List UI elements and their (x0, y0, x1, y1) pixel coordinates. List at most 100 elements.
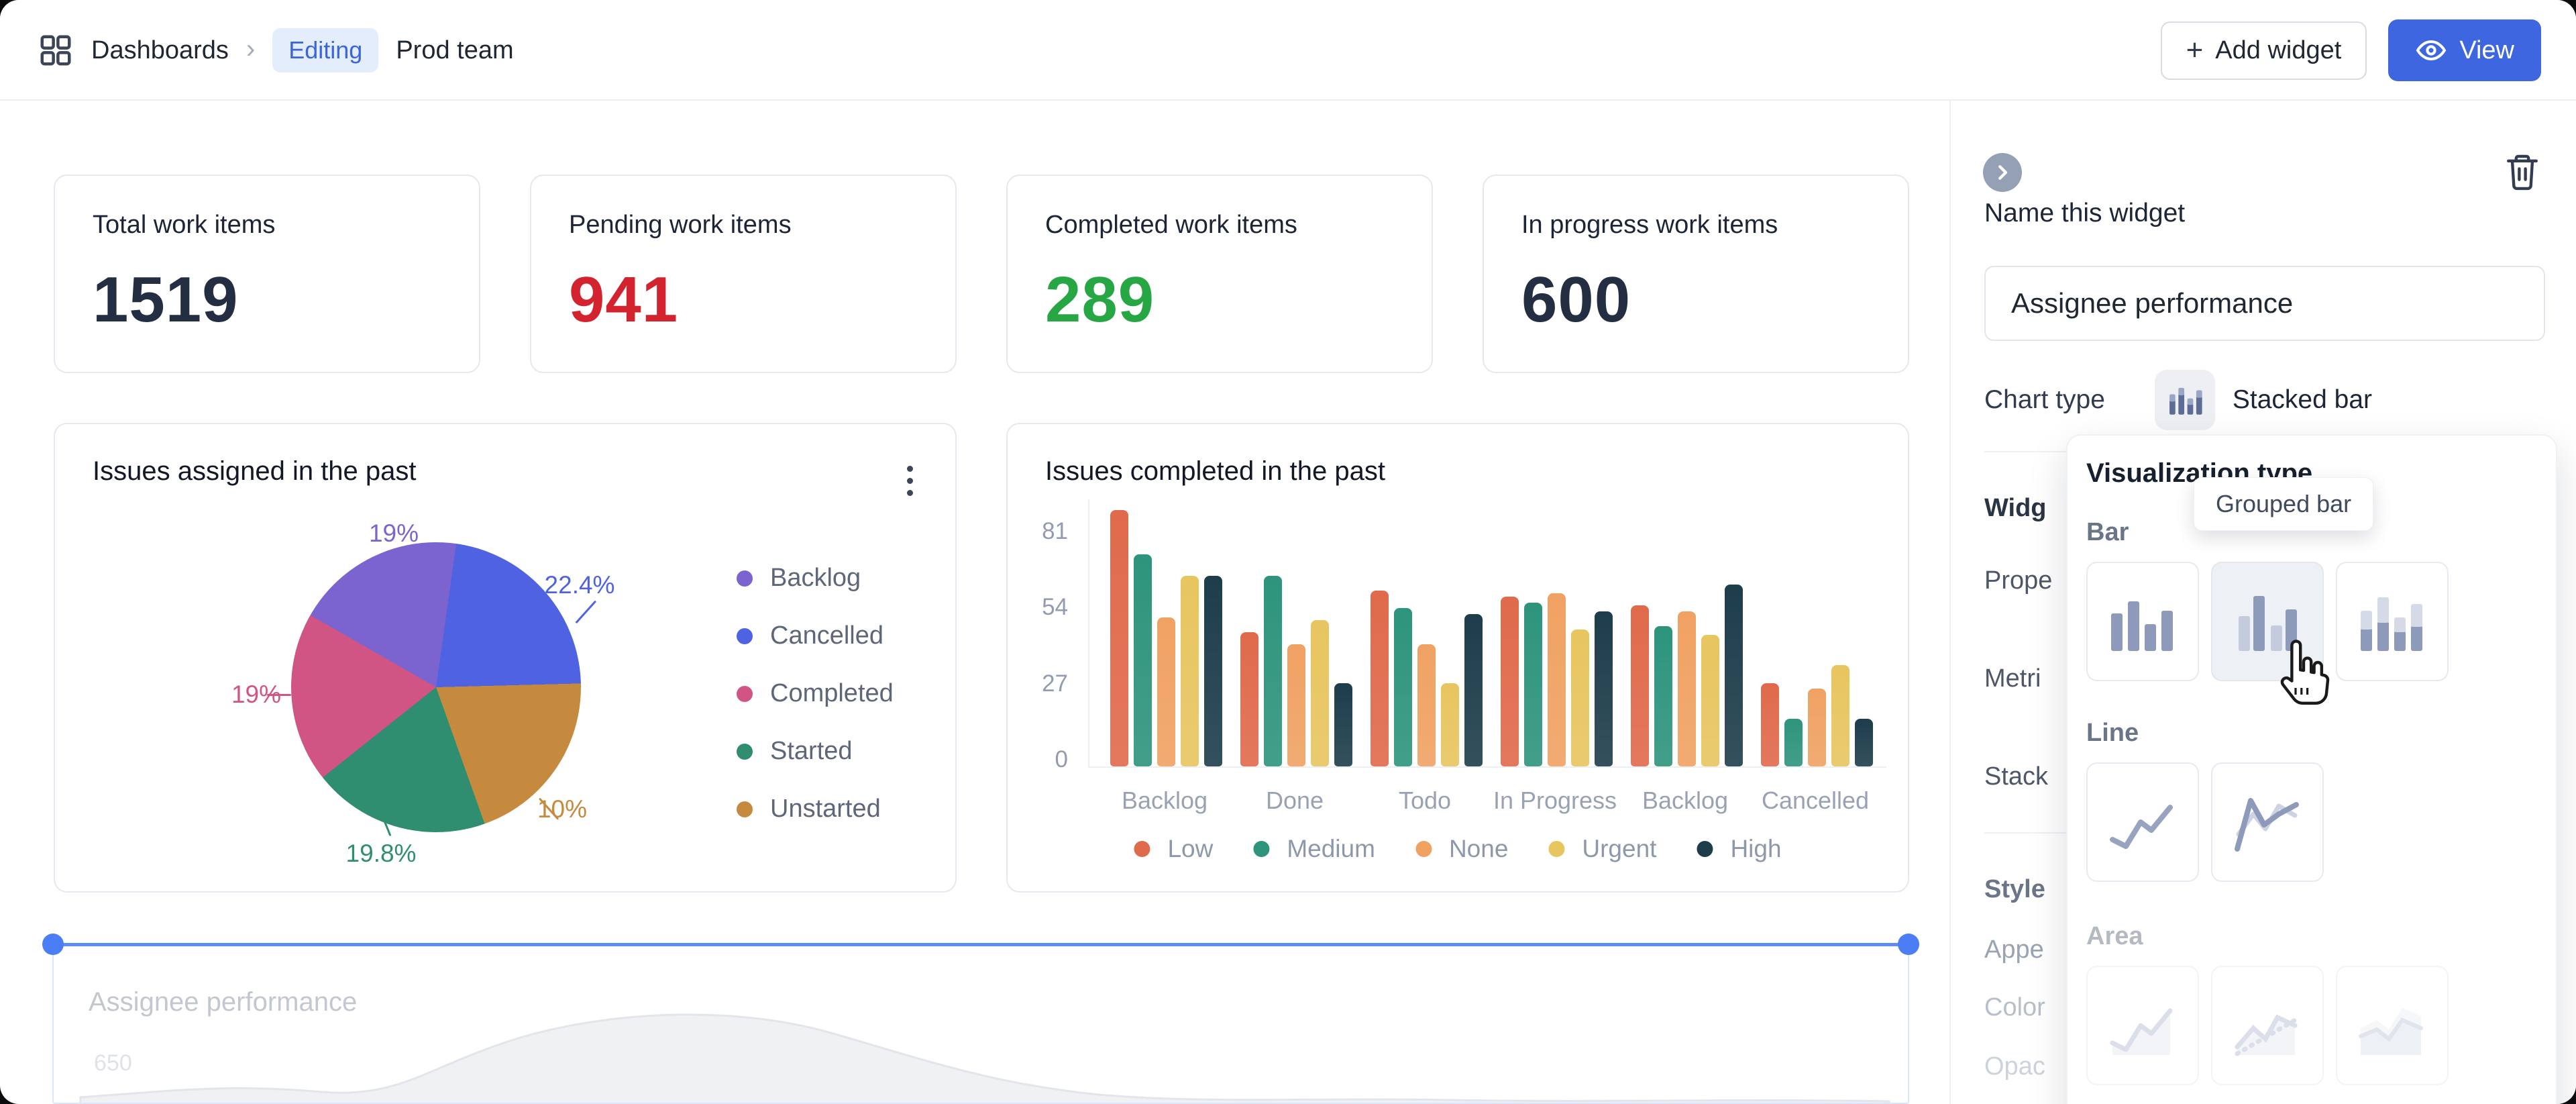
viz-option-multi-line[interactable] (2211, 762, 2324, 882)
collapse-panel-button[interactable] (1983, 153, 2022, 192)
dashboards-grid-icon (38, 32, 74, 68)
bar-none (1547, 593, 1566, 766)
bar-none (1287, 644, 1305, 766)
field-stacked[interactable]: Stack (1984, 762, 2049, 791)
pie-chart-card: Issues assigned in the past 19% 22.4% 19… (54, 423, 957, 893)
bar-low (1760, 683, 1779, 766)
legend-dot (737, 801, 753, 817)
bar-high (1854, 719, 1873, 766)
bar-legend-item-none: None (1415, 835, 1508, 863)
header-actions: + Add widget View (2160, 0, 2541, 101)
viz-option-area-dashed[interactable] (2211, 966, 2324, 1085)
selected-widget[interactable]: Assignee performance 650 (42, 934, 1919, 1104)
chart-type-label: Chart type (1984, 385, 2105, 414)
bar-low (1240, 632, 1258, 766)
more-options-icon[interactable] (894, 459, 926, 502)
stat-card-completed: Completed work items 289 (1006, 174, 1433, 373)
widget-ytick-faded: 650 (94, 1050, 132, 1076)
bar-legend-item-medium: Medium (1253, 835, 1375, 863)
x-category-label: Backlog (1642, 787, 1729, 814)
top-bar: Dashboards › Editing Prod team + Add wid… (0, 0, 2576, 101)
y-tick: 54 (1042, 594, 1068, 620)
section-style: Style (1984, 875, 2045, 903)
bar-chart-title: Issues completed in the past (1045, 456, 1385, 486)
viz-option-stacked-area[interactable] (2336, 966, 2449, 1085)
bar-urgent (1701, 635, 1719, 766)
viz-option-bar[interactable] (2086, 562, 2199, 681)
bar-urgent (1310, 620, 1329, 766)
bar-chart-card: Issues completed in the past 81 54 27 0 … (1006, 423, 1909, 893)
chart-type-value: Stacked bar (2232, 385, 2372, 414)
legend-dot (737, 685, 753, 702)
legend-item-completed: Completed (737, 679, 894, 708)
bar-high (1334, 683, 1352, 766)
field-property[interactable]: Prope (1984, 566, 2053, 595)
viz-option-stacked-bar[interactable] (2336, 562, 2449, 681)
delete-widget-icon[interactable] (2504, 152, 2541, 192)
y-tick: 27 (1042, 670, 1068, 697)
selection-border (52, 943, 1909, 946)
chart-type-select[interactable]: Stacked bar (2154, 370, 2372, 430)
viz-option-line[interactable] (2086, 762, 2199, 882)
legend-dot (1253, 841, 1270, 857)
pie-graphic (291, 542, 581, 832)
stat-value-total: 1519 (93, 264, 239, 336)
stat-value-completed: 289 (1045, 264, 1155, 336)
field-metric[interactable]: Metri (1984, 664, 2041, 693)
widget-name-input[interactable] (1984, 266, 2545, 341)
bar-low (1370, 591, 1389, 766)
bar-none (1807, 689, 1826, 766)
bar-urgent (1570, 630, 1589, 766)
bar-group-in-progress (1499, 593, 1613, 766)
faded-area-curve (79, 1013, 1890, 1103)
bar-legend-item-high: High (1697, 835, 1782, 863)
bar-high (1724, 585, 1743, 766)
legend-dot (1415, 841, 1432, 857)
x-category-label: Todo (1398, 787, 1452, 814)
stacked-bar-icon (2154, 370, 2215, 430)
legend-dot (1134, 841, 1150, 857)
bar-low (1110, 510, 1128, 766)
resize-handle-left[interactable] (42, 934, 64, 955)
bar-group-cancelled (1760, 665, 1874, 766)
viz-option-area[interactable] (2086, 966, 2199, 1085)
field-opacity[interactable]: Opac (1984, 1052, 2045, 1081)
field-color[interactable]: Color (1984, 993, 2045, 1021)
section-widget: Widg (1984, 494, 2047, 522)
bar-urgent (1831, 665, 1849, 766)
bar-none (1157, 617, 1175, 766)
bar-medium (1654, 626, 1672, 766)
bar-medium (1393, 608, 1412, 766)
widget-title-faded: Assignee performance (89, 987, 358, 1017)
breadcrumb: Dashboards › Editing Prod team (38, 0, 514, 101)
pie-chart-title: Issues assigned in the past (93, 456, 417, 486)
bar-group-todo (1369, 591, 1483, 766)
bar-plot-area (1088, 499, 1886, 768)
legend-dot (1697, 841, 1713, 857)
bar-high (1464, 614, 1483, 766)
viz-section-bar: Bar (2086, 518, 2129, 546)
legend-dot (737, 570, 753, 587)
breadcrumb-current: Prod team (396, 36, 514, 64)
name-widget-label: Name this widget (1984, 199, 2186, 228)
view-button[interactable]: View (2388, 19, 2541, 81)
bar-legend-item-urgent: Urgent (1548, 835, 1656, 863)
stat-value-inprogress: 600 (1521, 264, 1631, 336)
chart-type-row: Chart type Stacked bar (1984, 369, 2545, 431)
bar-low (1500, 597, 1519, 766)
bar-high (1594, 611, 1613, 766)
resize-handle-right[interactable] (1898, 934, 1919, 955)
bar-group-backlog (1109, 510, 1223, 766)
stat-value-pending: 941 (569, 264, 679, 336)
stat-card-pending: Pending work items 941 (530, 174, 957, 373)
visualization-type-menu: Visualization type Bar Line Area (2066, 434, 2557, 1104)
field-appearance[interactable]: Appe (1984, 936, 2044, 964)
breadcrumb-dashboards[interactable]: Dashboards (91, 36, 229, 64)
viz-section-line: Line (2086, 719, 2139, 747)
add-widget-button[interactable]: + Add widget (2160, 21, 2367, 80)
viz-section-area: Area (2086, 922, 2143, 950)
bar-group-done (1239, 576, 1353, 766)
pie-leader-cancelled (575, 600, 597, 624)
pie-chart: 19% 22.4% 19% 19.8% 10% Backlog Cancelle… (55, 424, 955, 891)
assignee-performance-widget: Assignee performance 650 (52, 946, 1909, 1104)
